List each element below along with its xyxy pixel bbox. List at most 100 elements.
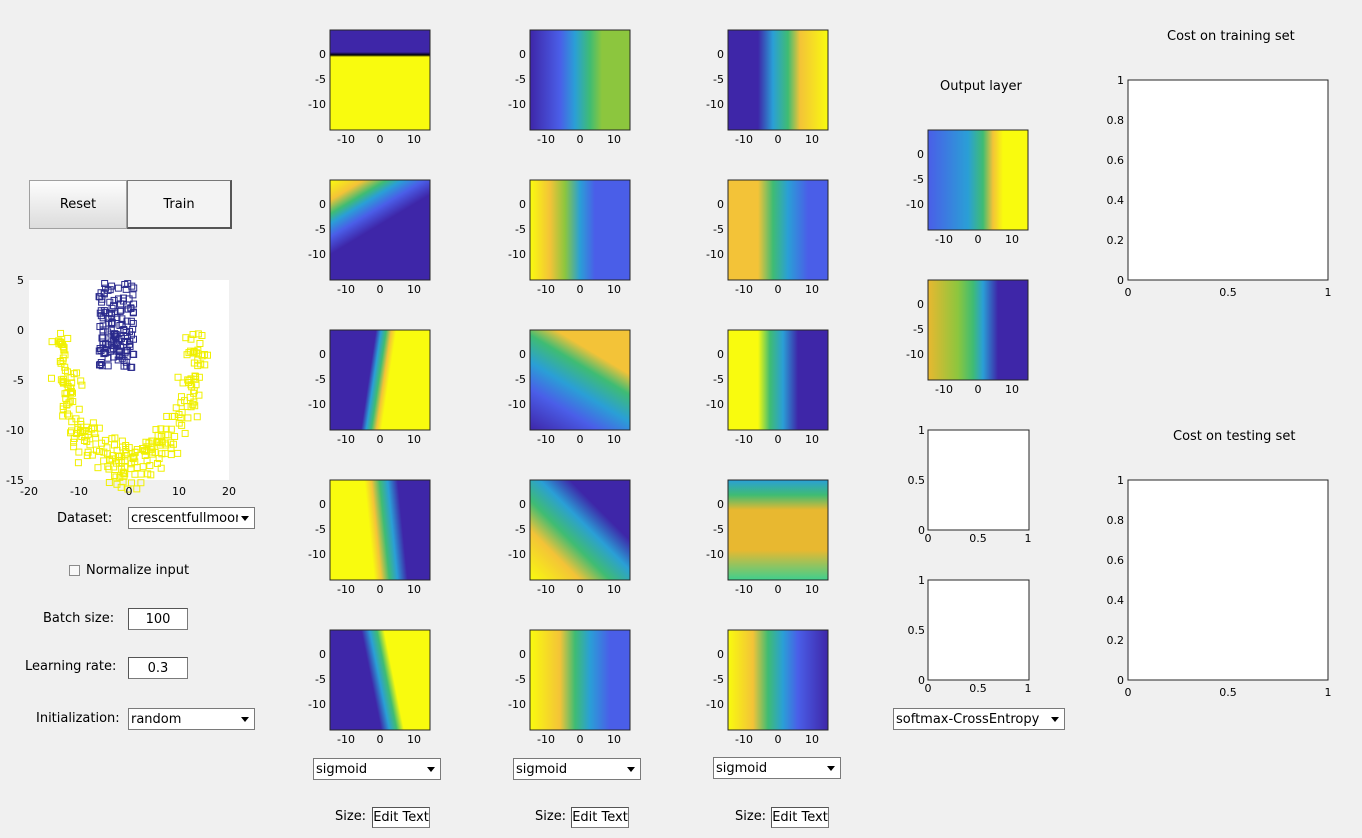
neuron-y-tick: -10 [906, 198, 924, 211]
normalize-checkbox[interactable] [69, 565, 80, 576]
neuron-x-tick: 10 [607, 733, 621, 746]
neuron-plot-l1-n4: -10 0 10 0 -5 -10 [308, 479, 431, 596]
data-point-class-a [128, 363, 136, 371]
data-point-class-b [64, 368, 72, 376]
layer3-activation-select[interactable]: sigmoid [713, 757, 841, 779]
data-point-class-b [70, 438, 78, 446]
plot-area [1127, 79, 1329, 281]
unit-x-tick: 0 [925, 532, 932, 545]
data-point-class-b [98, 439, 106, 447]
loss-function-select[interactable]: softmax-CrossEntropy [893, 708, 1065, 730]
data-point-class-b [75, 405, 83, 413]
cost-x-tick: 0.5 [1219, 286, 1237, 299]
neuron-x-tick: -10 [337, 133, 355, 146]
data-point-class-b [175, 419, 183, 427]
batch-size-input[interactable]: 100 [128, 608, 188, 630]
cost-y-tick: 0.8 [1107, 514, 1125, 527]
neuron-plot-l1-n3: -10 0 10 0 -5 -10 [308, 329, 431, 446]
dataset-label: Dataset: [57, 511, 113, 526]
neuron-y-tick: 0 [519, 48, 526, 61]
neuron-y-tick: 0 [717, 648, 724, 661]
data-point-class-a [125, 340, 133, 348]
neuron-x-tick: 0 [377, 733, 384, 746]
data-point-class-b [70, 434, 78, 442]
dataset-points [47, 280, 212, 493]
neuron-y-tick: -5 [713, 223, 724, 236]
data-point-class-b [133, 485, 141, 493]
data-point-class-b [192, 375, 200, 383]
dataset-y-tick: -5 [13, 374, 24, 387]
contour-surface [727, 479, 829, 581]
layer2-activation-select[interactable]: sigmoid [513, 758, 641, 780]
data-point-class-a [127, 317, 135, 325]
cost-y-tick: 0.6 [1107, 154, 1125, 167]
dataset-select[interactable]: crescentfullmoon [128, 507, 255, 529]
neuron-plot-l1-n5: -10 0 10 0 -5 -10 [308, 629, 431, 746]
data-point-class-b [181, 429, 189, 437]
data-point-class-a [105, 319, 113, 327]
reset-button[interactable]: Reset [29, 180, 127, 229]
unit-y-tick: 0.5 [908, 474, 926, 487]
unit-x-tick: 1 [1025, 682, 1032, 695]
data-point-class-b [57, 329, 65, 337]
test-cost-title: Cost on testing set [1173, 429, 1296, 444]
neuron-y-tick: -10 [508, 548, 526, 561]
data-point-class-b [80, 437, 88, 445]
data-point-class-b [147, 471, 155, 479]
dataset-y-tick: -15 [6, 474, 24, 487]
neuron-x-tick: 0 [775, 133, 782, 146]
data-point-class-b [70, 443, 78, 451]
data-point-class-b [174, 449, 182, 457]
neuron-y-tick: -10 [308, 698, 326, 711]
neuron-x-tick: 10 [805, 433, 819, 446]
contour-surface [727, 629, 829, 731]
data-point-class-b [185, 349, 193, 357]
contour-surface [927, 279, 1029, 381]
neuron-x-tick: 10 [607, 433, 621, 446]
data-point-class-b [195, 391, 203, 399]
neuron-x-tick: 0 [775, 733, 782, 746]
data-point-class-a [116, 321, 124, 329]
neuron-x-tick: 10 [1005, 383, 1019, 396]
layer3-size-input[interactable]: Edit Text [771, 807, 829, 828]
data-point-class-b [201, 361, 209, 369]
data-point-class-b [120, 472, 128, 480]
output-layer-plots: -10 0 100-5-10-10 0 100-5-100 0.5 110.500 0.5 11… [906, 129, 1032, 695]
data-point-class-a [129, 325, 137, 333]
data-point-class-b [60, 344, 68, 352]
data-point-class-b [192, 381, 200, 389]
data-point-class-b [47, 374, 55, 382]
layer1-size-input[interactable]: Edit Text [372, 807, 430, 828]
dataset-x-tick: 20 [222, 485, 236, 498]
hidden-layer-grid: -10 0 10 0 -5 -10 -10 0 10 0 -5 -10 -10 0 10 0 -5 -10 -10 0… [308, 29, 829, 746]
cost-y-tick: 0.4 [1107, 194, 1125, 207]
normalize-label: Normalize input [86, 563, 190, 578]
data-point-class-a [100, 307, 108, 315]
layer2-size-input[interactable]: Edit Text [571, 807, 629, 828]
neuron-x-tick: 0 [377, 583, 384, 596]
initialization-select[interactable]: random [128, 708, 255, 730]
neuron-y-tick: 0 [519, 498, 526, 511]
unit-y-tick: 0 [918, 524, 925, 537]
neuron-x-tick: 0 [577, 133, 584, 146]
neuron-y-tick: -5 [913, 173, 924, 186]
cost-y-tick: 1 [1117, 474, 1124, 487]
data-point-class-b [55, 337, 63, 345]
learning-rate-input[interactable]: 0.3 [128, 657, 188, 679]
data-point-class-b [193, 413, 201, 421]
neuron-y-tick: -5 [315, 523, 326, 536]
data-point-class-b [59, 375, 67, 383]
data-point-class-b [59, 377, 67, 385]
unit-y-tick: 0.5 [908, 624, 926, 637]
train-button[interactable]: Train [127, 180, 232, 229]
layer1-activation-select[interactable]: sigmoid [313, 758, 441, 780]
neuron-x-tick: -10 [337, 433, 355, 446]
data-point-class-a [100, 289, 108, 297]
data-point-class-b [111, 434, 119, 442]
output-empty-plot-3: 0 0.5 1 1 0.5 0 [908, 424, 1032, 545]
data-point-class-a [110, 302, 118, 310]
unit-x-tick: 0.5 [969, 532, 987, 545]
neuron-plot-l2-n1: -10 0 10 0 -5 -10 [508, 29, 631, 146]
output-layer-title: Output layer [940, 79, 1022, 94]
data-point-class-b [88, 425, 96, 433]
